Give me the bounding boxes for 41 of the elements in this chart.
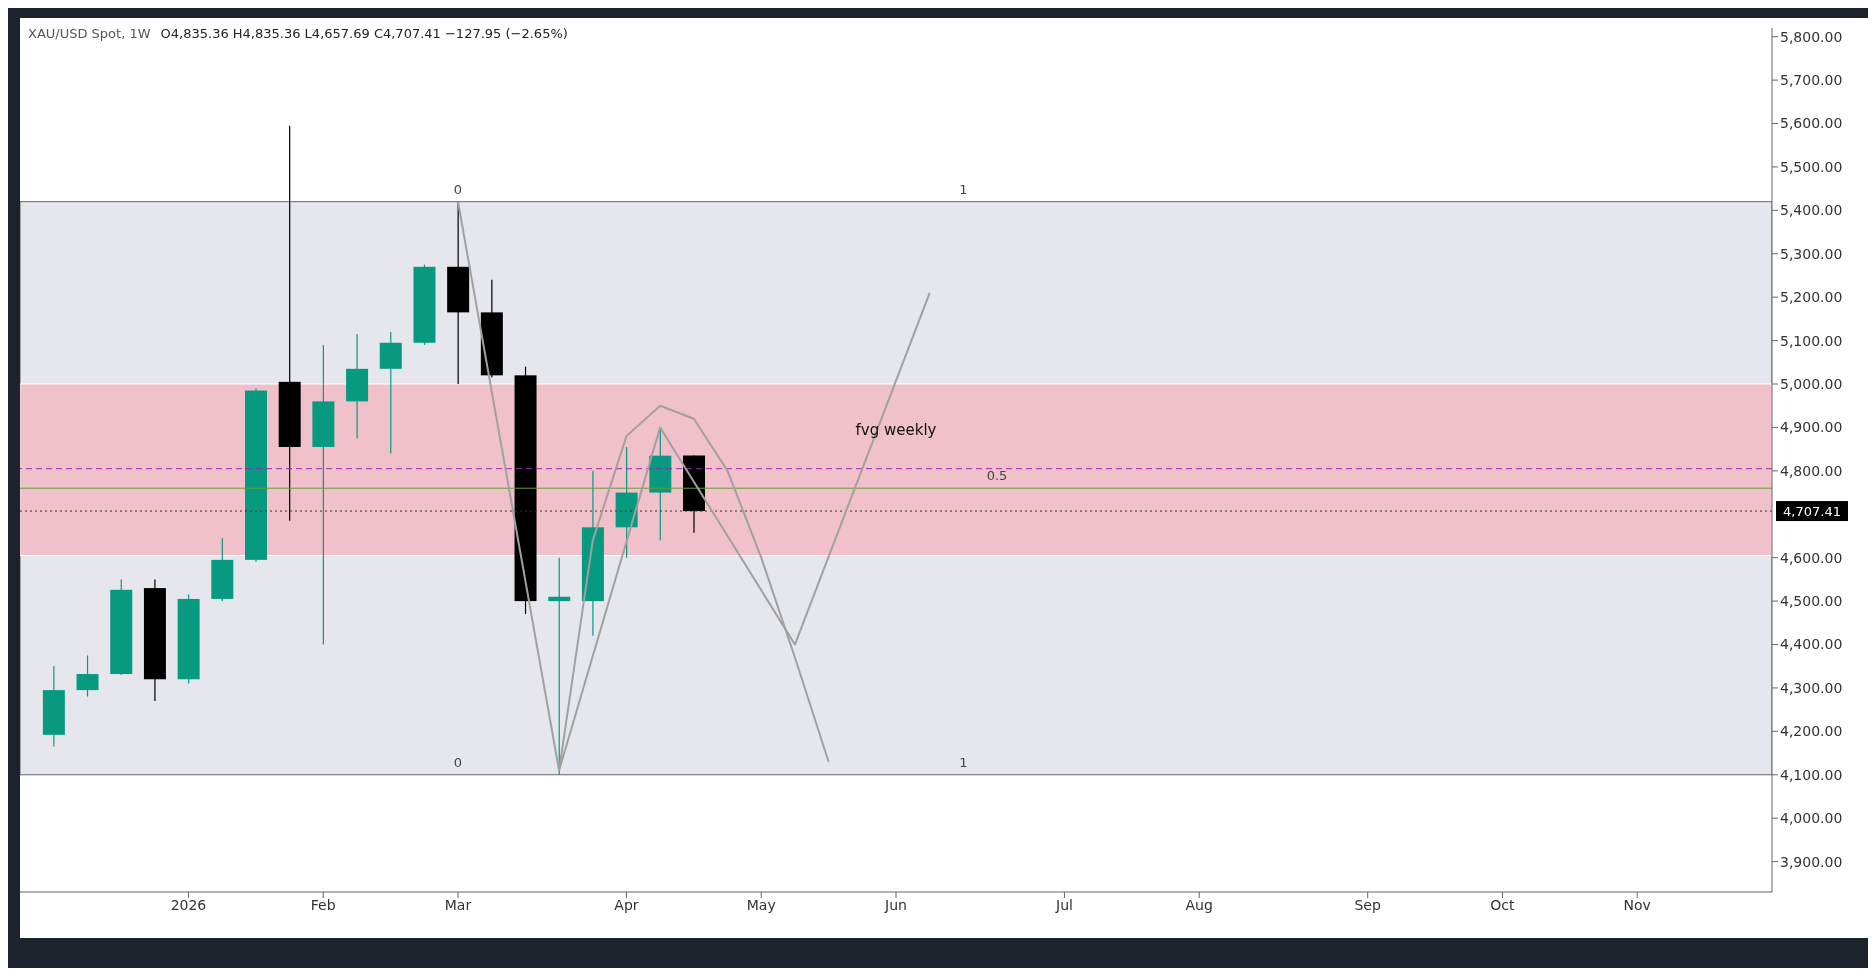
y-tick-label: 5,800.00: [1780, 28, 1843, 45]
candlestick: [548, 557, 571, 776]
y-tick-label: 5,700.00: [1780, 72, 1843, 89]
annotation: 0: [453, 754, 463, 770]
x-tick-label: Feb: [310, 896, 336, 913]
y-tick-label: 5,500.00: [1780, 158, 1843, 175]
candlestick: [76, 654, 99, 698]
x-tick-label: Aug: [1185, 896, 1213, 913]
x-tick-label: Sep: [1354, 896, 1381, 913]
annotation: 0: [453, 181, 463, 197]
y-tick-label: 4,000.00: [1780, 810, 1843, 827]
annotation: 1: [959, 181, 968, 197]
y-tick-label: 5,000.00: [1780, 375, 1843, 392]
y-tick-label: 3,900.00: [1780, 853, 1843, 870]
x-tick-label: Nov: [1623, 896, 1651, 913]
chart-title: XAU/USD Spot, 1W: [28, 26, 151, 41]
y-tick-label: 5,600.00: [1780, 115, 1843, 132]
x-tick-label: Oct: [1490, 896, 1516, 913]
ref-line-label: 4,707.41: [1783, 504, 1841, 520]
x-tick-label: Mar: [444, 896, 472, 913]
y-tick-label: 4,300.00: [1780, 679, 1843, 696]
y-tick-label: 5,200.00: [1780, 289, 1843, 306]
y-tick-label: 4,900.00: [1780, 419, 1843, 436]
x-tick-label: Jun: [884, 896, 907, 913]
x-tick-label: 2026: [170, 896, 207, 913]
y-tick-label: 4,200.00: [1780, 723, 1843, 740]
y-tick-label: 4,600.00: [1780, 549, 1843, 566]
x-tick-label: May: [746, 896, 776, 913]
annotation: 1: [959, 754, 968, 770]
y-tick-label: 4,500.00: [1780, 593, 1843, 610]
y-tick-label: 5,100.00: [1780, 332, 1843, 349]
y-tick-label: 4,400.00: [1780, 636, 1843, 653]
x-tick-label: Apr: [614, 896, 639, 913]
annotation: 0.5: [986, 468, 1008, 484]
chart-subtitle: O4,835.36 H4,835.36 L4,657.69 C4,707.41 −127.95 (−2.65%): [160, 26, 568, 41]
y-tick-label: 5,400.00: [1780, 202, 1843, 219]
band-label: fvg weekly: [855, 421, 937, 440]
y-tick-label: 5,300.00: [1780, 245, 1843, 262]
x-tick-label: Jul: [1055, 896, 1073, 913]
y-tick-label: 4,100.00: [1780, 766, 1843, 783]
y-tick-label: 4,800.00: [1780, 462, 1843, 479]
